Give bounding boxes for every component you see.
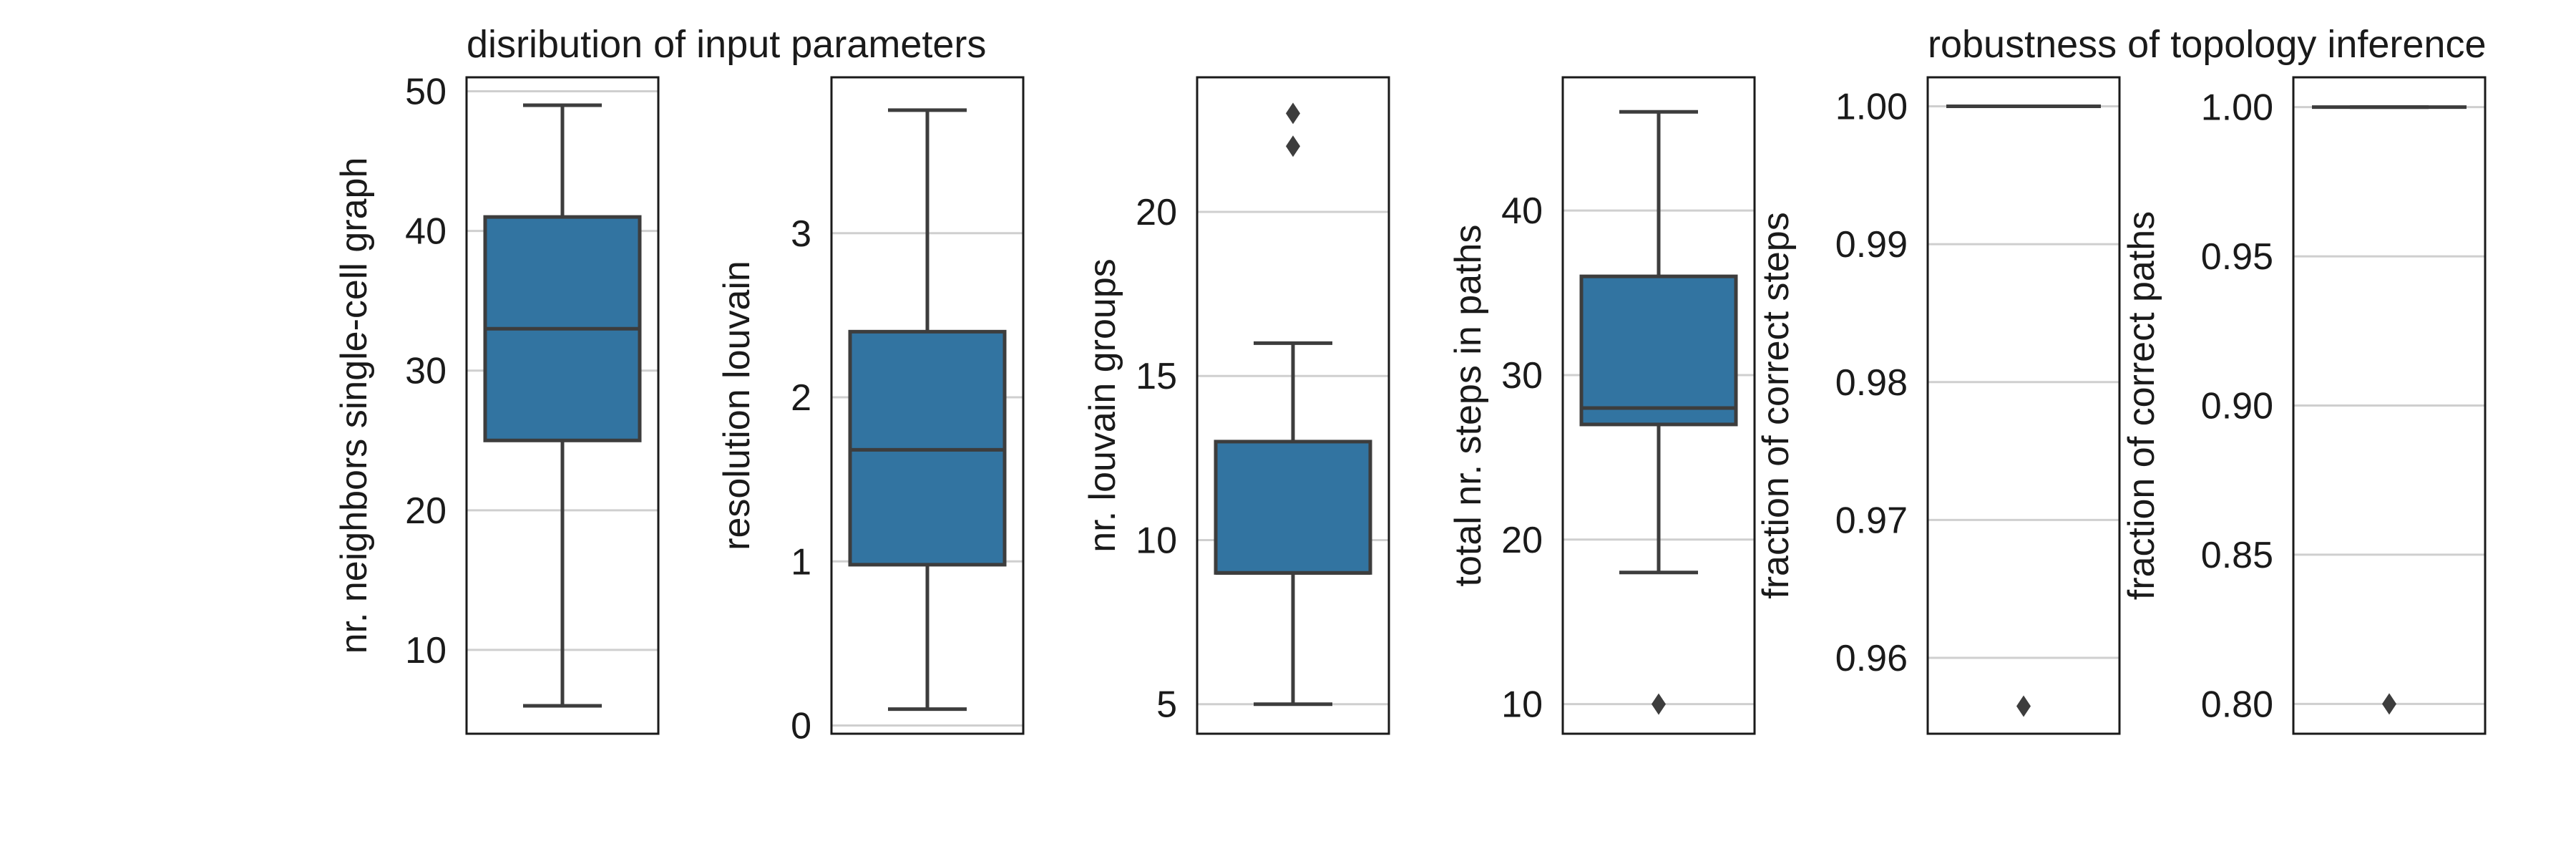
y-tick-label: 2 (791, 377, 811, 419)
y-tick-label: 0.99 (1835, 224, 1908, 266)
panel-3: 5 10 15 20 nr. louvain groups (1082, 76, 1390, 735)
y-tick-label: 0.80 (2201, 684, 2273, 725)
y-tick-label: 0.85 (2201, 535, 2273, 576)
y-tick-label: 30 (405, 351, 447, 392)
y-axis-label: total nr. steps in paths (1448, 225, 1489, 587)
y-axis-label: fraction of correct steps (1755, 212, 1797, 598)
y-tick-label: 0.90 (2201, 386, 2273, 427)
y-axis-label: nr. neighbors single-cell graph (333, 157, 375, 654)
y-tick-label: 0.96 (1835, 638, 1908, 679)
y-tick-label: 0.98 (1835, 362, 1908, 404)
y-tick-label: 40 (1501, 190, 1543, 232)
y-tick-label: 20 (1136, 192, 1177, 233)
axes-frame (1561, 76, 1756, 735)
y-tick-label: 5 (1156, 684, 1177, 726)
outlier-marker (2382, 693, 2396, 715)
panel-2: 0 1 2 3 resolution louvain (716, 76, 1025, 747)
y-tick-label: 30 (1501, 355, 1543, 397)
left-group-title: disribution of input parameters (467, 23, 986, 66)
outlier-marker (2016, 695, 2031, 717)
panel-5: 0.96 0.97 0.98 0.99 1.00 fraction of correct … (1755, 76, 2121, 735)
y-tick-label: 1 (791, 541, 811, 583)
y-tick-label: 20 (405, 490, 447, 532)
right-group-title: robustness of topology inference (1928, 23, 2487, 66)
panel-4: 10 20 30 40 total nr. steps in paths (1448, 76, 1756, 735)
y-tick-label: 1.00 (1835, 86, 1908, 127)
y-tick-label: 0.97 (1835, 500, 1908, 541)
y-tick-label: 20 (1501, 520, 1543, 561)
box-iqr (1579, 274, 1738, 427)
y-tick-label: 10 (405, 630, 447, 671)
outlier-marker (1286, 102, 1300, 125)
y-tick-label: 50 (405, 72, 447, 113)
panel-6: 0.80 0.85 0.90 0.95 1.00 fraction of correct … (2121, 76, 2487, 735)
y-tick-label: 40 (405, 211, 447, 253)
y-axis-label: fraction of correct paths (2121, 211, 2162, 600)
y-tick-label: 10 (1136, 520, 1177, 561)
axes-frame (2292, 76, 2487, 735)
axes-frame (1926, 76, 2121, 735)
axes-frame (465, 76, 660, 735)
y-tick-label: 3 (791, 213, 811, 255)
outlier-marker (1652, 693, 1666, 715)
box-iqr (1214, 440, 1372, 575)
outlier-marker (1286, 135, 1300, 157)
panel-1: 10 20 30 40 50 nr. neighbors single-cell grap… (333, 72, 660, 735)
y-axis-label: resolution louvain (716, 261, 758, 550)
y-tick-label: 10 (1501, 684, 1543, 726)
axes-frame (830, 76, 1025, 735)
y-tick-label: 1.00 (2201, 87, 2273, 129)
y-tick-label: 0 (791, 706, 811, 747)
axes-frame (1196, 76, 1390, 735)
y-tick-label: 0.95 (2201, 236, 2273, 278)
y-axis-label: nr. louvain groups (1082, 258, 1123, 553)
y-tick-label: 15 (1136, 356, 1177, 397)
